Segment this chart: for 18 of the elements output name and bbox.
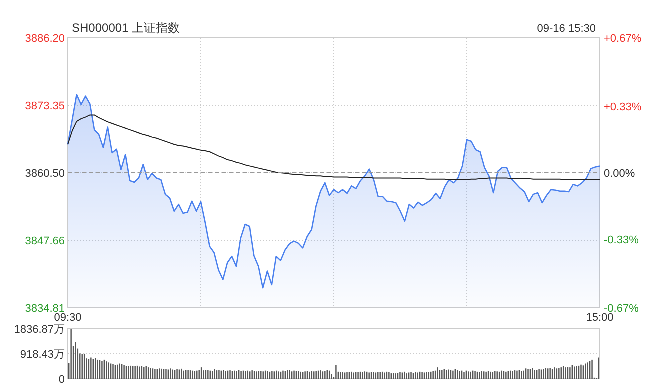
chart-subtitle: 09-16 15:30 <box>537 23 596 35</box>
y2-tick-label: +0.67% <box>604 33 642 45</box>
line-series <box>68 114 600 180</box>
y-tick-label: 0 <box>58 374 65 384</box>
y-tick-label: 3847.66 <box>25 235 65 248</box>
x-tick-label: 09:30 <box>54 312 82 324</box>
y-tick-label: 3873.35 <box>25 100 65 113</box>
y2-tick-label: +0.33% <box>604 102 642 114</box>
y-tick-label: 3860.50 <box>25 168 65 180</box>
y-tick-label: 3834.81 <box>25 303 65 315</box>
chart-title: SH000001 上证指数 <box>72 21 180 35</box>
y-tick-label: 918.43万 <box>20 349 65 361</box>
y-tick-label: 3886.20 <box>25 33 65 45</box>
y2-tick-label: -0.67% <box>604 303 640 315</box>
y2-tick-label: 0.00% <box>604 168 636 180</box>
y2-tick-label: -0.33% <box>604 234 640 246</box>
x-tick-label: 15:00 <box>586 312 614 324</box>
y-tick-label: 1836.87万 <box>14 324 65 336</box>
